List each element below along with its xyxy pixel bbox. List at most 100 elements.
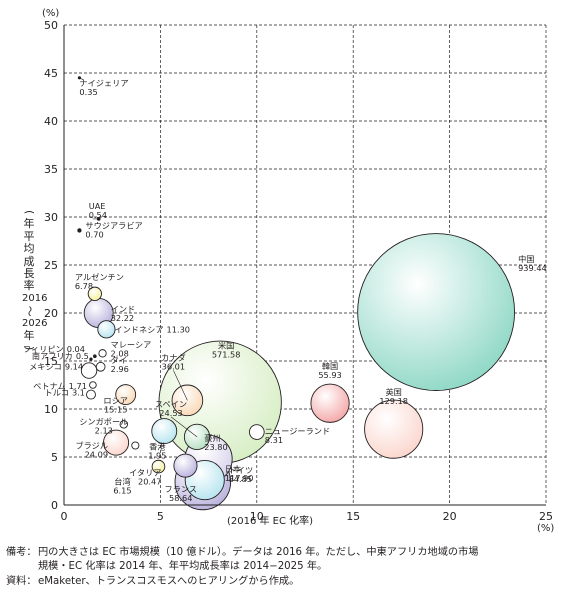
y-tick-label: 50 — [44, 19, 58, 32]
bubble-value: 32.22 — [111, 313, 134, 323]
bubble — [93, 354, 97, 359]
bubble-name: イタリア — [129, 468, 161, 478]
bubble — [103, 429, 130, 456]
bubble-name: 英国 — [385, 387, 401, 397]
y-axis-label-char: 2016 — [22, 292, 48, 304]
bubble-name: マレーシア — [111, 339, 152, 349]
bubble-value: 571.58 — [212, 349, 241, 359]
bubble — [364, 399, 424, 459]
bubble-value: 6.78 — [75, 281, 93, 291]
note-key: 備考： — [6, 547, 37, 558]
note-text: 規模・EC 化率は 2014 年、年平均成長率は 2014−2025 年。 — [38, 561, 328, 572]
bubble-value: 1.71 — [69, 381, 87, 391]
bubble-name: 韓国 — [322, 361, 338, 371]
bubble-value: 0.04 — [67, 344, 85, 354]
bubble-name: シンガポール — [79, 416, 128, 426]
y-tick-label: 20 — [44, 307, 58, 320]
y-axis-label-char: ) — [23, 346, 37, 351]
bubble — [95, 361, 106, 372]
bubble-name: カナダ — [161, 352, 186, 362]
y-tick-label: 10 — [44, 403, 58, 416]
bubble-value: 8.31 — [265, 435, 283, 445]
bubble-value: 1.95 — [148, 450, 166, 460]
bubble-name: アルゼンチン — [75, 272, 124, 282]
axes: 0 5 10 15 20 25 30 35 40 45 50 0 5 10 15 20 25 — [44, 19, 553, 523]
bubble-name: スペイン — [155, 399, 187, 409]
bubble-value: 117.90 — [225, 473, 254, 483]
y-tick-label: 0 — [51, 499, 58, 512]
bubble — [151, 459, 166, 474]
bubble-value: 0.5 — [76, 351, 89, 361]
bubble-value: 20.47 — [138, 477, 161, 487]
bubble — [89, 381, 97, 389]
x-tick-label: 25 — [539, 510, 553, 523]
x-tick-label: 10 — [250, 510, 264, 523]
bubble-label: フィリピン 0.04 — [23, 344, 85, 354]
y-axis-label-char: 平 — [23, 229, 35, 243]
y-tick-label: 45 — [44, 67, 58, 80]
y-unit: (%) — [42, 8, 59, 19]
bubble — [97, 320, 116, 339]
bubble-name: ドイツ — [229, 465, 254, 475]
bubble-value: 3.1 — [72, 388, 85, 398]
y-axis-label-char: 年 — [23, 329, 35, 343]
bubble-name: サウジアラビア — [85, 220, 142, 230]
x-axis-label: (2016 年 EC 化率) — [227, 514, 313, 527]
bubble-name: 豪州 — [204, 433, 220, 443]
bubble-name: 中国 — [518, 254, 534, 264]
bubble-name: フランス — [164, 484, 197, 494]
bubble-value: 84.85 — [229, 474, 252, 484]
bubble — [119, 420, 128, 429]
bubble — [87, 286, 102, 301]
bubble-value: 2.96 — [111, 364, 129, 374]
bubble-label: 南アフリカ 0.5 — [32, 351, 89, 361]
y-axis-label-char: ( — [23, 210, 37, 215]
bubble-value: 23.80 — [204, 442, 227, 452]
bubble — [115, 384, 137, 406]
bubble-name: ベトナム — [33, 381, 66, 391]
bubbles — [77, 76, 516, 511]
bubble-name: ナイジェリア — [79, 78, 128, 88]
bubble-name: フィリピン — [23, 344, 64, 354]
bubble-name: インドネシア — [114, 324, 163, 334]
y-tick-label: 5 — [51, 451, 58, 464]
bubble-value: 2.13 — [95, 425, 113, 435]
bubble-value: 11.30 — [167, 324, 190, 334]
bubble-value: 24.53 — [159, 408, 182, 418]
bubble-name: 南アフリカ — [32, 351, 73, 361]
bubble-value: 9.14 — [65, 362, 83, 372]
bubble — [80, 362, 98, 379]
bubble-name: 香港 — [149, 441, 166, 451]
bubble — [357, 233, 516, 391]
note-text: 円の大きさは EC 市場規模（10 億ドル）。データは 2016 年。ただし、中… — [38, 547, 479, 558]
bubble-value: 0.70 — [85, 229, 103, 239]
y-axis-label-char: 年 — [23, 217, 35, 231]
bubble-name: タイ — [111, 355, 127, 365]
bubble — [310, 383, 350, 423]
y-tick-label: 15 — [44, 355, 58, 368]
bubble-name: ブラジル — [75, 441, 108, 451]
y-axis-label-char: 〜 — [23, 305, 37, 317]
bubble-value: 939.44 — [518, 263, 547, 273]
bubble-value: 15.15 — [104, 405, 127, 415]
x-tick-label: 5 — [157, 510, 164, 523]
bubble-name: 米国 — [218, 340, 234, 350]
note-line-1: 備考：円の大きさは EC 市場規模（10 億ドル）。データは 2016 年。ただ… — [6, 546, 478, 559]
bubble-value: 58.64 — [169, 493, 192, 503]
bubble-value: 6.15 — [113, 486, 131, 496]
leader-line — [79, 77, 84, 81]
bubble — [98, 349, 107, 358]
bubble-value: 2.08 — [111, 348, 129, 358]
bubble-name: ニュージーランド — [265, 426, 330, 436]
y-axis-label-char: 率 — [23, 279, 35, 293]
bubble-name: 日本 — [225, 464, 241, 474]
bubble-label: メキシコ 9.14 — [29, 362, 83, 372]
y-axis-label-char: 均 — [23, 242, 35, 256]
leader-line — [170, 416, 198, 438]
note-text: eMaketer、トランスコスモスへのヒアリングから作成。 — [38, 576, 300, 587]
bubble-name: UAE — [89, 201, 106, 211]
bubble-value: 55.93 — [318, 370, 341, 380]
bubble-name: トルコ — [45, 388, 69, 398]
y-axis-label-char: 2026 — [22, 317, 48, 329]
